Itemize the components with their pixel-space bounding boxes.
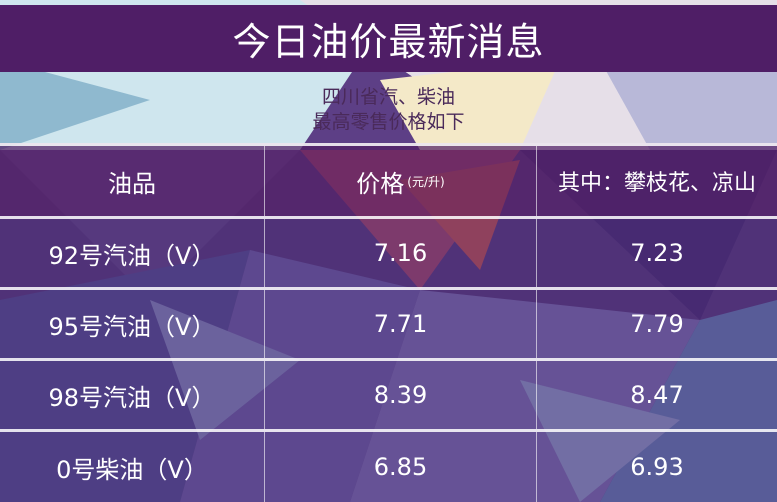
table-row: 98号汽油（Ⅴ） 8.39 8.47 bbox=[0, 358, 777, 429]
header-price: 价格 (元/升) bbox=[265, 146, 537, 216]
table-row: 92号汽油（Ⅴ） 7.16 7.23 bbox=[0, 216, 777, 287]
cell-regional: 7.23 bbox=[630, 239, 684, 267]
header-price-label: 价格 bbox=[356, 169, 405, 198]
cell-product: 98号汽油（Ⅴ） bbox=[0, 361, 265, 429]
page-title: 今日油价最新消息 bbox=[0, 5, 777, 72]
header-product: 油品 bbox=[0, 146, 265, 216]
cell-regional: 8.47 bbox=[630, 381, 684, 409]
cell-product: 0号柴油（Ⅴ） bbox=[0, 432, 265, 502]
cell-product: 92号汽油（Ⅴ） bbox=[0, 219, 265, 287]
subtitle-line-1: 四川省汽、柴油 bbox=[321, 86, 455, 108]
subtitle-line-2: 最高零售价格如下 bbox=[312, 111, 465, 133]
header-price-unit: (元/升) bbox=[407, 174, 445, 189]
cell-price: 6.85 bbox=[265, 432, 537, 502]
table-row: 95号汽油（Ⅴ） 7.71 7.79 bbox=[0, 287, 777, 358]
table-header: 油品 价格 (元/升) 其中：攀枝花、凉山 bbox=[0, 143, 777, 216]
cell-product: 95号汽油（Ⅴ） bbox=[0, 290, 265, 358]
cell-price: 8.39 bbox=[265, 361, 537, 429]
subtitle: 四川省汽、柴油 最高零售价格如下 bbox=[0, 75, 777, 143]
cell-price: 7.71 bbox=[265, 290, 537, 358]
table-row: 0号柴油（Ⅴ） 6.85 6.93 bbox=[0, 429, 777, 502]
cell-regional: 6.93 bbox=[630, 453, 684, 481]
cell-regional: 7.79 bbox=[630, 310, 684, 338]
cell-price: 7.16 bbox=[265, 219, 537, 287]
header-regional: 其中：攀枝花、凉山 bbox=[557, 171, 756, 196]
